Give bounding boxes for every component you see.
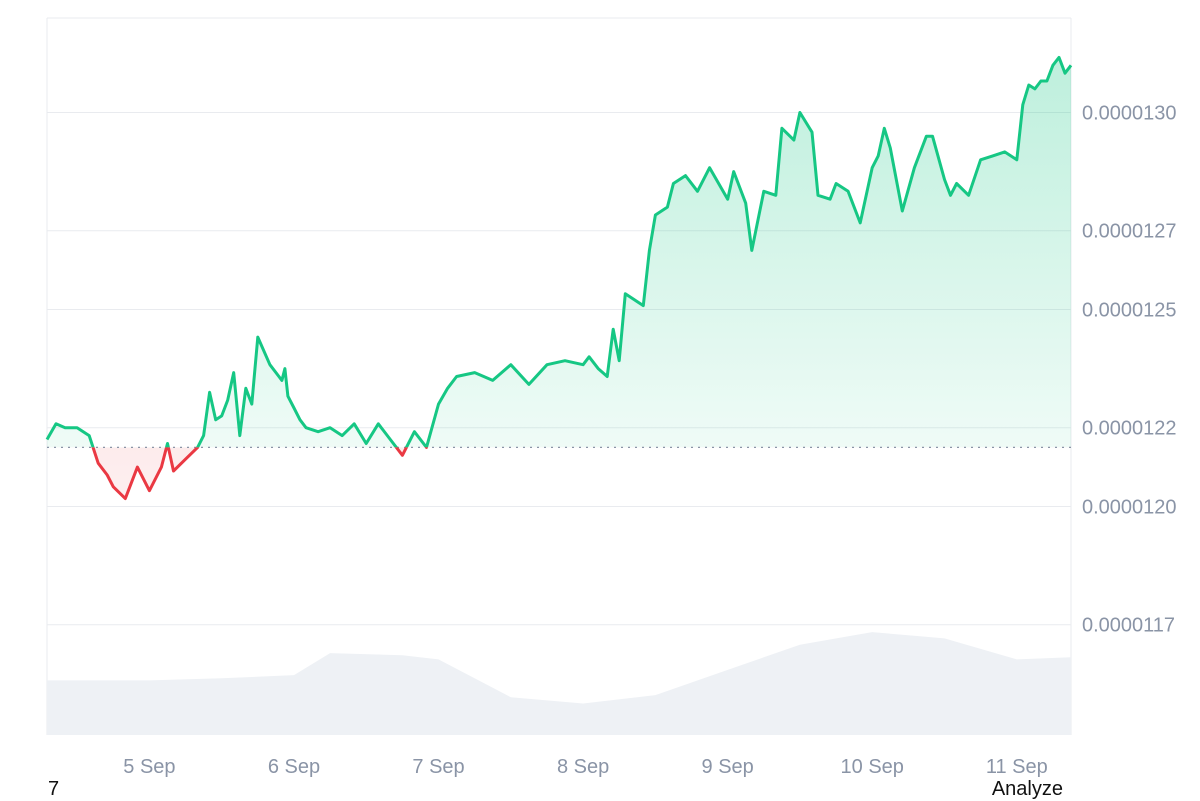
x-tick-label: 11 Sep <box>986 756 1048 778</box>
x-tick-label: 7 Sep <box>412 756 464 778</box>
y-axis: 0.0000117 0.0000120 0.0000122 0.0000125 0.00… <box>1082 103 1177 637</box>
volume-area <box>47 632 1071 735</box>
y-tick-label: 0.0000127 <box>1082 221 1177 243</box>
x-tick-label: 6 Sep <box>268 756 320 778</box>
footer-left-text: 7 <box>48 778 60 800</box>
price-line <box>45 55 1073 501</box>
y-tick-label: 0.0000117 <box>1082 615 1175 637</box>
x-tick-label: 10 Sep <box>841 756 904 778</box>
y-tick-label: 0.0000122 <box>1082 418 1177 440</box>
analyze-link[interactable]: Analyze <box>991 778 1063 800</box>
x-axis: 5 Sep 6 Sep 7 Sep 8 Sep 9 Sep 10 Sep 11 Sep <box>123 756 1047 778</box>
y-tick-label: 0.0000120 <box>1082 497 1177 519</box>
y-tick-label: 0.0000130 <box>1082 103 1177 125</box>
volume-shape <box>47 632 1071 735</box>
price-area <box>47 57 1071 499</box>
price-area-up <box>47 57 1071 448</box>
x-tick-label: 9 Sep <box>702 756 754 778</box>
price-line-up <box>45 55 1073 448</box>
y-tick-label: 0.0000125 <box>1082 300 1177 322</box>
x-tick-label: 5 Sep <box>123 756 175 778</box>
x-tick-label: 8 Sep <box>557 756 609 778</box>
